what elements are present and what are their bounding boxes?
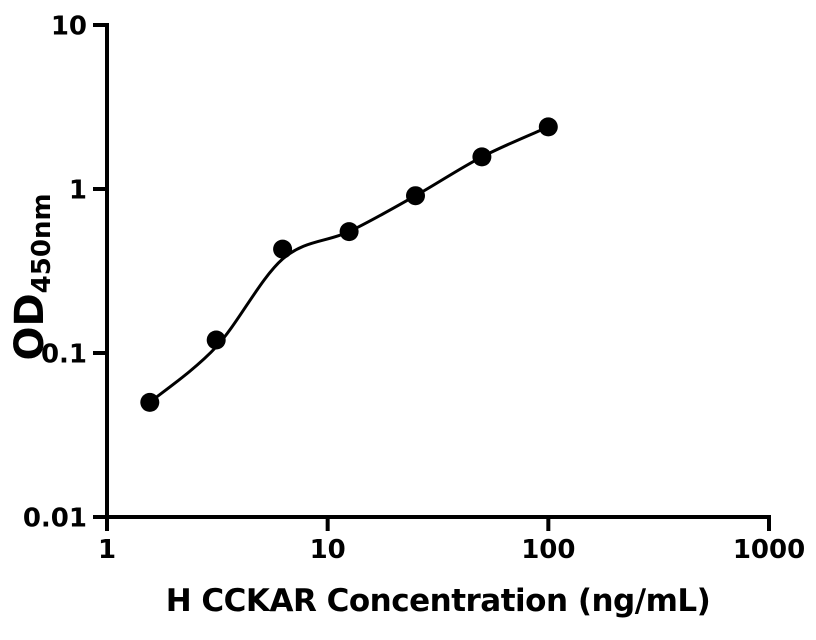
x-tick-label: 100 bbox=[521, 535, 575, 565]
x-axis-title: H CCKAR Concentration (ng/mL) bbox=[165, 583, 711, 619]
axes-spine bbox=[105, 23, 771, 519]
fit-curve bbox=[148, 125, 550, 404]
y-axis-title: OD450nm bbox=[7, 193, 57, 361]
data-point bbox=[339, 222, 359, 242]
data-point bbox=[273, 239, 293, 259]
data-point bbox=[140, 392, 160, 412]
data-point bbox=[406, 186, 425, 206]
data-point bbox=[472, 147, 492, 167]
data-point bbox=[538, 117, 558, 137]
y-tick-label: 0.01 bbox=[23, 504, 87, 534]
x-tick-label: 1 bbox=[98, 535, 116, 565]
x-tick-label: 1000 bbox=[733, 535, 805, 565]
y-axis-title-main: OD bbox=[7, 293, 53, 361]
data-point bbox=[206, 330, 226, 350]
y-tick-label: 10 bbox=[51, 12, 87, 42]
y-axis-title-sub: 450nm bbox=[27, 193, 57, 294]
y-tick-label: 0.1 bbox=[41, 340, 87, 370]
x-tick-label: 10 bbox=[310, 535, 346, 565]
y-tick-label: 1 bbox=[69, 176, 87, 206]
